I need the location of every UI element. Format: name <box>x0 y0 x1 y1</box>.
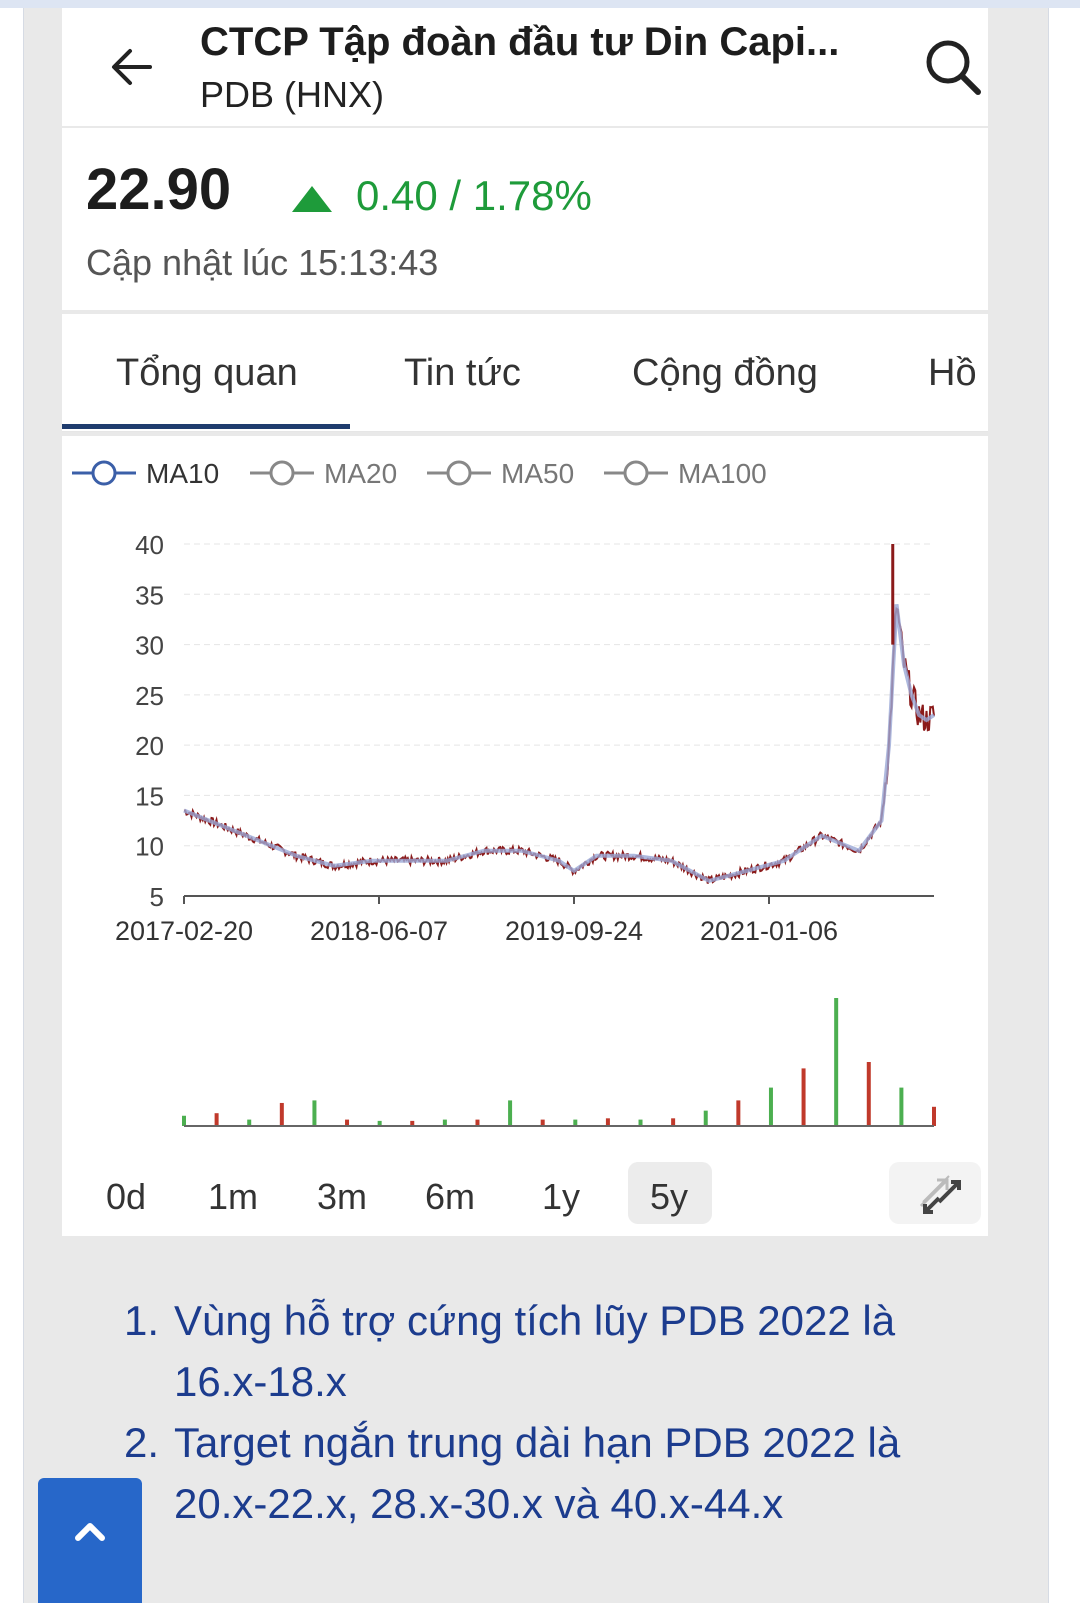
legend-marker-icon <box>427 460 491 486</box>
legend-label: MA10 <box>146 458 220 489</box>
range-5y[interactable]: 5y <box>650 1176 689 1217</box>
volume-bar <box>703 1110 708 1126</box>
volume-bar <box>932 1106 936 1126</box>
volume-bar <box>638 1119 643 1126</box>
volume-bar <box>605 1118 610 1126</box>
ma10-series-line <box>183 604 936 884</box>
y-tick-label: 5 <box>150 882 164 912</box>
range-1m[interactable]: 1m <box>208 1176 259 1217</box>
scroll-to-top-button[interactable] <box>38 1478 142 1603</box>
expand-button[interactable] <box>889 1162 981 1224</box>
volume-bar <box>736 1100 741 1126</box>
legend-label: MA20 <box>324 458 398 489</box>
price-series-line <box>183 606 935 884</box>
volume-bar <box>768 1087 773 1126</box>
volume-bar <box>899 1087 904 1126</box>
app-header: CTCP Tập đoàn đầu tư Din Capi... PDB (HN… <box>62 8 988 126</box>
chevron-up-icon <box>75 1523 105 1541</box>
active-tab-indicator <box>62 424 350 429</box>
current-price: 22.90 <box>86 157 232 222</box>
price-chart[interactable]: 40 35 30 25 20 15 10 5 2017-02-20 2018-06-07 2019-… <box>62 516 988 1136</box>
volume-bar <box>345 1119 350 1126</box>
expand-arrows-icon <box>919 1175 961 1214</box>
last-updated: Cập nhật lúc 15:13:43 <box>86 242 439 283</box>
list-number: 2. <box>124 1419 160 1466</box>
price-change: 0.40 / 1.78% <box>356 172 592 219</box>
volume-bar <box>475 1119 480 1126</box>
company-title: CTCP Tập đoàn đầu tư Din Capi... <box>200 20 840 64</box>
y-tick-label: 20 <box>135 731 164 761</box>
volume-bar <box>410 1120 415 1126</box>
legend-label: MA100 <box>678 458 767 489</box>
volume-bar <box>442 1119 447 1126</box>
volume-bar <box>182 1115 186 1126</box>
volume-bar <box>540 1119 545 1126</box>
tab-news[interactable]: Tin tức <box>404 352 521 394</box>
x-tick-label: 2017-02-20 <box>115 916 253 946</box>
y-tick-label: 40 <box>135 530 164 560</box>
tab-bar: Tổng quan Tin tức Cộng đồng Hồ <box>62 314 988 432</box>
legend-marker-icon <box>250 460 314 486</box>
legend-label: MA50 <box>501 458 575 489</box>
x-tick-label: 2019-09-24 <box>505 916 643 946</box>
x-tick-label: 2018-06-07 <box>310 916 448 946</box>
volume-bar <box>801 1068 806 1126</box>
volume-bar <box>312 1100 317 1126</box>
volume-bar <box>671 1118 676 1126</box>
ticker-exchange: PDB (HNX) <box>200 74 385 115</box>
list-number: 1. <box>124 1297 160 1344</box>
range-3m[interactable]: 3m <box>317 1176 368 1217</box>
volume-bar <box>247 1119 252 1126</box>
top-strip <box>0 0 1080 8</box>
note-text: Target ngắn trung dài hạn PDB 2022 là 20… <box>174 1419 901 1527</box>
note-text: Vùng hỗ trợ cứng tích lũy PDB 2022 là 16… <box>174 1297 896 1405</box>
y-tick-label: 25 <box>135 681 164 711</box>
notes-list: 1. Vùng hỗ trợ cứng tích lũy PDB 2022 là… <box>124 1290 954 1534</box>
chart-panel: MA10 MA20 MA50 MA100 40 35 30 25 20 15 10 5 2017… <box>62 436 988 1236</box>
tab-profile[interactable]: Hồ <box>928 352 977 394</box>
volume-bar <box>279 1102 284 1126</box>
list-item: 2. Target ngắn trung dài hạn PDB 2022 là… <box>124 1412 954 1534</box>
volume-bar <box>214 1113 219 1126</box>
volume-bar <box>377 1120 382 1126</box>
legend-marker-icon <box>604 460 668 486</box>
triangle-up-icon <box>292 186 332 212</box>
search-icon[interactable] <box>922 36 984 98</box>
x-tick-label: 2021-01-06 <box>700 916 838 946</box>
legend-marker-icon <box>72 460 136 486</box>
volume-bar <box>573 1119 578 1126</box>
left-gutter <box>0 8 24 1603</box>
volume-bar <box>866 1062 871 1126</box>
tab-community[interactable]: Cộng đồng <box>632 352 818 394</box>
range-0d[interactable]: 0d <box>106 1176 147 1217</box>
tab-overview[interactable]: Tổng quan <box>116 352 298 394</box>
y-tick-label: 10 <box>135 832 164 862</box>
range-6m[interactable]: 6m <box>425 1176 476 1217</box>
price-panel: 22.90 0.40 / 1.78% Cập nhật lúc 15:13:43 <box>62 128 988 310</box>
y-tick-label: 30 <box>135 631 164 661</box>
y-tick-label: 35 <box>135 580 164 610</box>
range-selected-bg <box>628 1162 712 1224</box>
range-1y[interactable]: 1y <box>542 1176 581 1217</box>
arrow-left-icon[interactable] <box>106 41 158 93</box>
list-item: 1. Vùng hỗ trợ cứng tích lũy PDB 2022 là… <box>124 1290 954 1412</box>
y-tick-label: 15 <box>135 781 164 811</box>
volume-bar <box>508 1100 513 1126</box>
volume-bar <box>834 998 839 1126</box>
right-gutter <box>1048 8 1080 1603</box>
